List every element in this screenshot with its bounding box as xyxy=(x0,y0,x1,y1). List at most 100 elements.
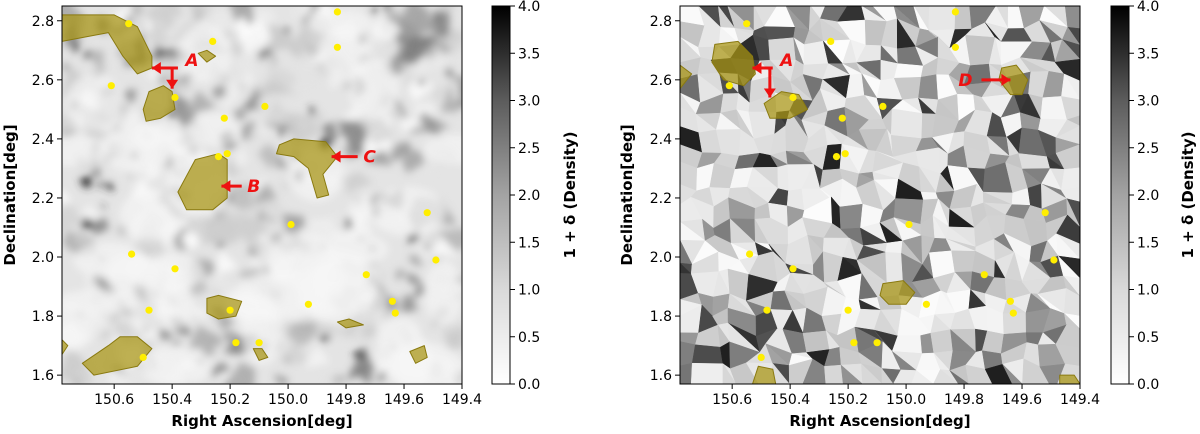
density-blob xyxy=(62,189,73,204)
right-density-map: AD xyxy=(680,6,1080,384)
y-tick-label: 1.6 xyxy=(32,368,54,384)
source-point xyxy=(432,256,440,264)
density-blob xyxy=(116,224,127,237)
y-tick-label: 1.8 xyxy=(650,309,672,325)
left-x-ticks: 150.6 150.4 150.2 150.0 149.8 149.6 149.4 xyxy=(94,384,482,408)
colorbar-tick-label: 1.5 xyxy=(518,235,540,251)
voronoi-cell xyxy=(984,364,1013,384)
source-point xyxy=(223,150,231,158)
right-colorbar xyxy=(1110,5,1130,385)
right-points xyxy=(725,8,1058,361)
density-blob xyxy=(431,235,461,256)
colorbar-tick-label: 4.0 xyxy=(1137,0,1159,15)
voronoi-cell xyxy=(1039,363,1066,384)
voronoi-cell xyxy=(930,329,954,354)
density-blob xyxy=(376,271,386,284)
density-blob xyxy=(275,152,290,169)
source-point xyxy=(333,8,341,16)
overdense-region xyxy=(763,91,808,119)
density-blob xyxy=(91,50,104,70)
density-blob xyxy=(212,83,227,100)
density-blob xyxy=(280,183,290,190)
density-blob xyxy=(434,17,440,23)
density-blob xyxy=(316,108,325,123)
density-void xyxy=(156,280,195,329)
density-blob xyxy=(346,345,377,380)
annotation-label: A xyxy=(778,51,793,71)
colorbar-tick-label: 0.5 xyxy=(518,330,540,346)
overdense-region xyxy=(197,49,217,63)
voronoi-cell xyxy=(1055,144,1080,170)
density-blob xyxy=(319,334,326,343)
density-void xyxy=(424,260,462,325)
density-blob xyxy=(269,217,275,222)
density-blob xyxy=(214,71,242,112)
density-blob xyxy=(213,270,236,292)
density-void xyxy=(99,110,176,173)
density-blob xyxy=(324,331,332,343)
source-point xyxy=(827,37,835,46)
density-blob xyxy=(72,231,93,246)
voronoi-cell xyxy=(885,252,904,284)
left-panel: ABC 150.6 150.4 150.2 150.0 149.8 149.6 149.4 … xyxy=(1,0,579,430)
density-void xyxy=(308,9,372,36)
colorbar-tick-label: 1.0 xyxy=(1137,283,1159,299)
voronoi-cell xyxy=(1061,167,1080,191)
voronoi-cell xyxy=(802,330,830,353)
density-blob xyxy=(403,272,420,285)
source-point xyxy=(725,82,733,90)
voronoi-cell xyxy=(1064,287,1080,317)
density-blob xyxy=(186,325,224,354)
density-blob xyxy=(191,6,205,19)
density-blob xyxy=(105,180,115,191)
density-blob xyxy=(100,204,106,210)
density-blob xyxy=(390,143,398,150)
voronoi-cell xyxy=(918,74,939,100)
density-blob xyxy=(394,6,438,39)
source-point xyxy=(1041,209,1049,217)
voronoi-cell xyxy=(861,363,883,384)
density-blob xyxy=(85,217,110,235)
voronoi-cell xyxy=(777,164,789,192)
annotation-label: A xyxy=(183,51,198,71)
density-blob xyxy=(83,176,92,189)
voronoi-cell xyxy=(1055,343,1080,367)
colorbar-tick-label: 3.0 xyxy=(518,94,540,110)
voronoi-cell xyxy=(1055,214,1080,245)
density-blob xyxy=(320,333,324,338)
annotation-arrow-head xyxy=(221,180,231,193)
colorbar-tick-label: 1.0 xyxy=(518,283,540,299)
source-point xyxy=(844,306,852,314)
annotation-arrow-head xyxy=(166,79,179,89)
voronoi-cell xyxy=(691,344,724,364)
density-blob xyxy=(274,373,289,384)
colorbar-tick-label: 3.0 xyxy=(1137,94,1159,110)
colorbar-tick-label: 0.0 xyxy=(518,377,540,393)
density-blob xyxy=(445,328,462,352)
density-blob xyxy=(372,17,402,47)
source-point xyxy=(125,20,133,28)
density-blob xyxy=(224,183,253,210)
source-point xyxy=(255,339,263,347)
voronoi-cell xyxy=(949,370,970,384)
voronoi-cell xyxy=(951,250,976,273)
density-void xyxy=(376,316,423,357)
x-tick-label: 149.8 xyxy=(326,392,366,408)
y-tick-label: 2.6 xyxy=(650,73,672,89)
source-point xyxy=(209,37,217,46)
source-point xyxy=(763,306,771,314)
x-tick-label: 150.6 xyxy=(94,392,134,408)
density-blob xyxy=(384,6,391,13)
density-blob xyxy=(230,6,256,22)
density-blob xyxy=(233,145,249,170)
annotation-arrow-head xyxy=(752,62,762,75)
density-blob xyxy=(345,216,352,231)
density-blob xyxy=(399,117,425,133)
overdense-region xyxy=(336,318,364,329)
density-blob xyxy=(122,89,137,105)
density-void xyxy=(422,134,462,165)
overdense-region xyxy=(680,64,693,90)
right-colorbar-label: 1 + δ (Density) xyxy=(1179,131,1197,258)
x-tick-label: 150.0 xyxy=(268,392,308,408)
